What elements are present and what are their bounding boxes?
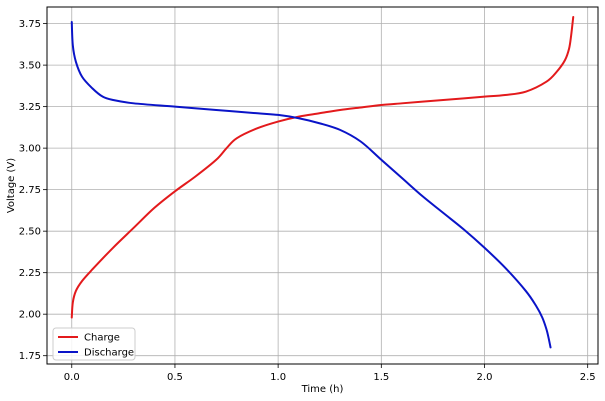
legend: Charge Discharge (52, 327, 136, 361)
ticks: 0.0 0.5 1.0 1.5 2.0 2.5 1.75 2.00 2.25 2.50 2.75 3.… (19, 19, 596, 383)
grid (47, 7, 598, 364)
x-tick-label: 0.5 (167, 372, 183, 383)
y-tick-label: 3.25 (19, 102, 41, 113)
series-layer (70, 15, 575, 349)
y-tick-label: 2.50 (19, 227, 41, 238)
y-tick-label: 1.75 (19, 351, 41, 362)
y-tick-label: 2.25 (19, 268, 41, 279)
x-tick-label: 2.0 (477, 372, 493, 383)
x-axis-title: Time (h) (301, 384, 344, 395)
legend-label-discharge: Discharge (84, 348, 134, 359)
y-tick-label: 2.00 (19, 310, 41, 321)
y-tick-label: 3.00 (19, 144, 41, 155)
plot-frame (46, 6, 599, 365)
x-tick-label: 0.0 (64, 372, 80, 383)
y-tick-label: 3.75 (19, 19, 41, 30)
x-tick-label: 1.0 (270, 372, 286, 383)
series-line-discharge (70, 20, 552, 349)
y-tick-label: 3.50 (19, 61, 41, 72)
x-tick-label: 1.5 (373, 372, 389, 383)
legend-label-charge: Charge (84, 333, 120, 344)
x-tick-label: 2.5 (580, 372, 596, 383)
series-line-charge (70, 15, 575, 319)
y-axis-title: Voltage (V) (6, 158, 17, 213)
y-tick-label: 2.75 (19, 185, 41, 196)
